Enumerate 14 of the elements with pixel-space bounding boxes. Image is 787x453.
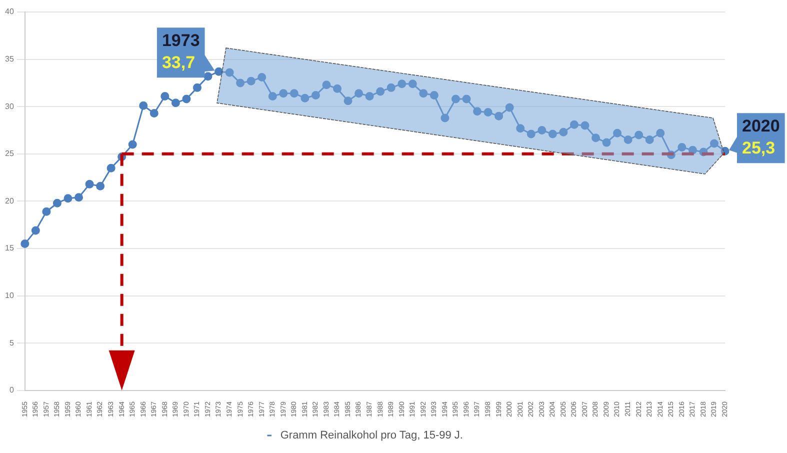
annotation: 1973 xyxy=(162,30,200,50)
annotation: 2020 xyxy=(742,116,780,136)
y-tick-label: 40 xyxy=(4,7,14,16)
y-tick-label: 35 xyxy=(4,54,14,64)
legend-label: Gramm Reinalkohol pro Tag, 15-99 J. xyxy=(280,430,463,442)
annotation: 25,3 xyxy=(742,138,776,158)
y-tick-label: 20 xyxy=(4,196,14,206)
y-tick-label: 25 xyxy=(4,149,14,158)
y-tick-label: 30 xyxy=(4,102,14,111)
y-tick-label: 15 xyxy=(4,244,14,253)
annotation: 33,7 xyxy=(162,52,196,72)
y-tick-label: 0 xyxy=(9,386,14,395)
y-tick-label: 5 xyxy=(9,338,14,348)
y-tick-label: 10 xyxy=(4,291,14,300)
